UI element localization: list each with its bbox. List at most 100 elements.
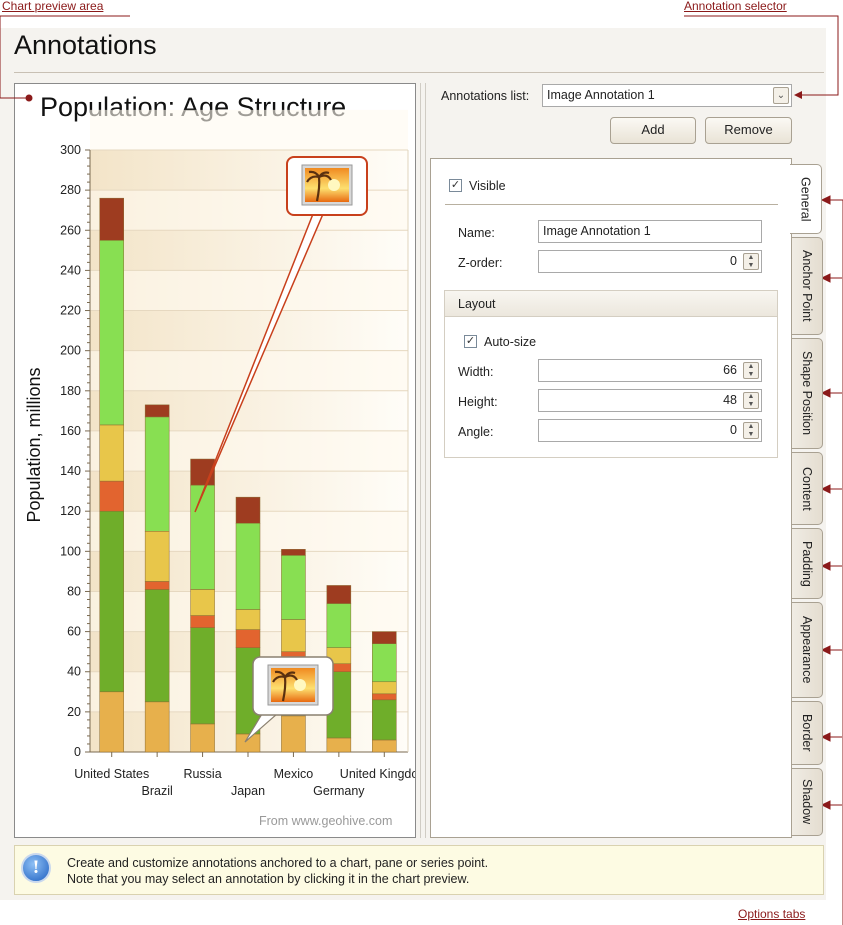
bar-segment[interactable]	[372, 739, 397, 753]
annotations-list-dropdown[interactable]: Image Annotation 1 ⌄	[542, 84, 792, 107]
bar-segment[interactable]	[326, 603, 352, 648]
bar-segment[interactable]	[144, 404, 170, 418]
layout-title: Layout	[458, 297, 496, 311]
tab-content[interactable]: Content	[791, 452, 823, 525]
tab-general[interactable]: General	[790, 164, 822, 234]
width-value: 66	[723, 363, 737, 377]
callout-chart-preview-area: Chart preview area	[2, 0, 104, 13]
bar-segment[interactable]	[99, 424, 124, 482]
visible-checkbox[interactable]: ✓	[449, 179, 462, 192]
bar-segment[interactable]	[235, 496, 261, 524]
bar-segment[interactable]	[235, 629, 261, 648]
bar-segment[interactable]	[190, 484, 215, 590]
spin-icon[interactable]: ▲ ▼	[743, 253, 759, 270]
spin-icon[interactable]: ▲ ▼	[743, 422, 759, 439]
divider	[14, 72, 824, 73]
page-title: Annotations	[14, 30, 157, 60]
y-tick-label: 40	[67, 665, 81, 679]
chevron-down-icon[interactable]: ⌄	[773, 87, 789, 104]
spin-icon[interactable]: ▲ ▼	[743, 392, 759, 409]
y-tick-label: 60	[67, 625, 81, 639]
bar-segment[interactable]	[144, 581, 170, 590]
height-label: Height:	[458, 395, 498, 409]
palm-beach-image-icon	[267, 664, 319, 706]
image-annotation[interactable]	[252, 656, 334, 716]
bar-segment[interactable]	[326, 585, 352, 604]
chart-svg[interactable]: 0 20 40 60 80 100 120 140 160 180 200 220 240 260 280 3…	[15, 84, 415, 837]
callout-options-tabs: Options tabs	[738, 907, 806, 921]
bar-segment[interactable]	[99, 480, 124, 512]
bar-segment[interactable]	[372, 681, 397, 695]
bar-segment[interactable]	[144, 701, 170, 753]
zorder-label: Z-order:	[458, 256, 503, 270]
visible-label: Visible	[469, 179, 506, 193]
autosize-label: Auto-size	[484, 335, 537, 349]
bar-segment[interactable]	[99, 240, 124, 426]
y-tick-label: 240	[60, 263, 81, 277]
annotations-list-value: Image Annotation 1	[547, 88, 655, 102]
x-tick-label: Germany	[313, 784, 365, 798]
bar-segment[interactable]	[372, 631, 397, 644]
tab-anchor-point[interactable]: Anchor Point	[791, 237, 823, 335]
info-text-line2: Note that you may select an annotation b…	[67, 872, 470, 886]
y-tick-label: 0	[74, 745, 81, 759]
chart-source: From www.geohive.com	[259, 814, 393, 828]
y-tick-label: 300	[60, 143, 81, 157]
palm-beach-image-icon	[301, 164, 353, 206]
bar-segment[interactable]	[190, 627, 215, 725]
image-annotation[interactable]	[286, 156, 368, 216]
bar-segment[interactable]	[99, 691, 124, 753]
bar-segment[interactable]	[281, 619, 306, 652]
height-stepper[interactable]: 48 ▲ ▼	[538, 389, 762, 412]
bar-segment[interactable]	[235, 609, 261, 630]
y-tick-label: 220	[60, 304, 81, 318]
y-tick-label: 200	[60, 344, 81, 358]
tab-appearance[interactable]: Appearance	[791, 602, 823, 698]
tab-padding[interactable]: Padding	[791, 528, 823, 599]
x-tick-label: Brazil	[142, 784, 173, 798]
bar-segment[interactable]	[281, 555, 306, 620]
bar-segment[interactable]	[99, 197, 124, 241]
bar-segment[interactable]	[144, 416, 170, 532]
info-bar	[14, 845, 824, 895]
width-label: Width:	[458, 365, 494, 379]
bar-segment[interactable]	[281, 549, 306, 556]
spin-icon[interactable]: ▲ ▼	[743, 362, 759, 379]
zorder-stepper[interactable]: 0 ▲ ▼	[538, 250, 762, 273]
bar-segment[interactable]	[372, 699, 397, 741]
y-tick-label: 20	[67, 705, 81, 719]
y-tick-label: 100	[60, 544, 81, 558]
bar-segment[interactable]	[190, 615, 215, 628]
y-tick-label: 140	[60, 464, 81, 478]
bar-segment[interactable]	[372, 643, 397, 683]
autosize-checkbox[interactable]: ✓	[464, 335, 477, 348]
name-label: Name:	[458, 226, 495, 240]
x-tick-label: United Kingdom	[340, 767, 415, 781]
bar-segment[interactable]	[144, 589, 170, 703]
tab-shadow[interactable]: Shadow	[791, 768, 823, 836]
splitter[interactable]	[420, 83, 426, 838]
remove-button[interactable]: Remove	[705, 117, 792, 144]
y-tick-label: 260	[60, 223, 81, 237]
tab-border[interactable]: Border	[791, 701, 823, 765]
width-stepper[interactable]: 66 ▲ ▼	[538, 359, 762, 382]
bar-segment[interactable]	[235, 522, 261, 610]
name-input[interactable]: Image Annotation 1	[538, 220, 762, 243]
zorder-value: 0	[730, 254, 737, 268]
height-value: 48	[723, 393, 737, 407]
bar-segment[interactable]	[326, 737, 352, 753]
bar-segment[interactable]	[99, 510, 124, 693]
angle-stepper[interactable]: 0 ▲ ▼	[538, 419, 762, 442]
bar-segment[interactable]	[190, 589, 215, 616]
tab-shape-position[interactable]: Shape Position	[791, 338, 823, 449]
bar-segment[interactable]	[372, 693, 397, 701]
bar-segment[interactable]	[190, 723, 215, 753]
info-icon: !	[21, 853, 51, 883]
y-tick-label: 180	[60, 384, 81, 398]
bar-segment[interactable]	[281, 715, 306, 753]
add-button[interactable]: Add	[610, 117, 696, 144]
x-tick-label: United States	[74, 767, 149, 781]
x-tick-label: Russia	[183, 767, 221, 781]
bar-segment[interactable]	[144, 531, 170, 582]
angle-value: 0	[730, 423, 737, 437]
